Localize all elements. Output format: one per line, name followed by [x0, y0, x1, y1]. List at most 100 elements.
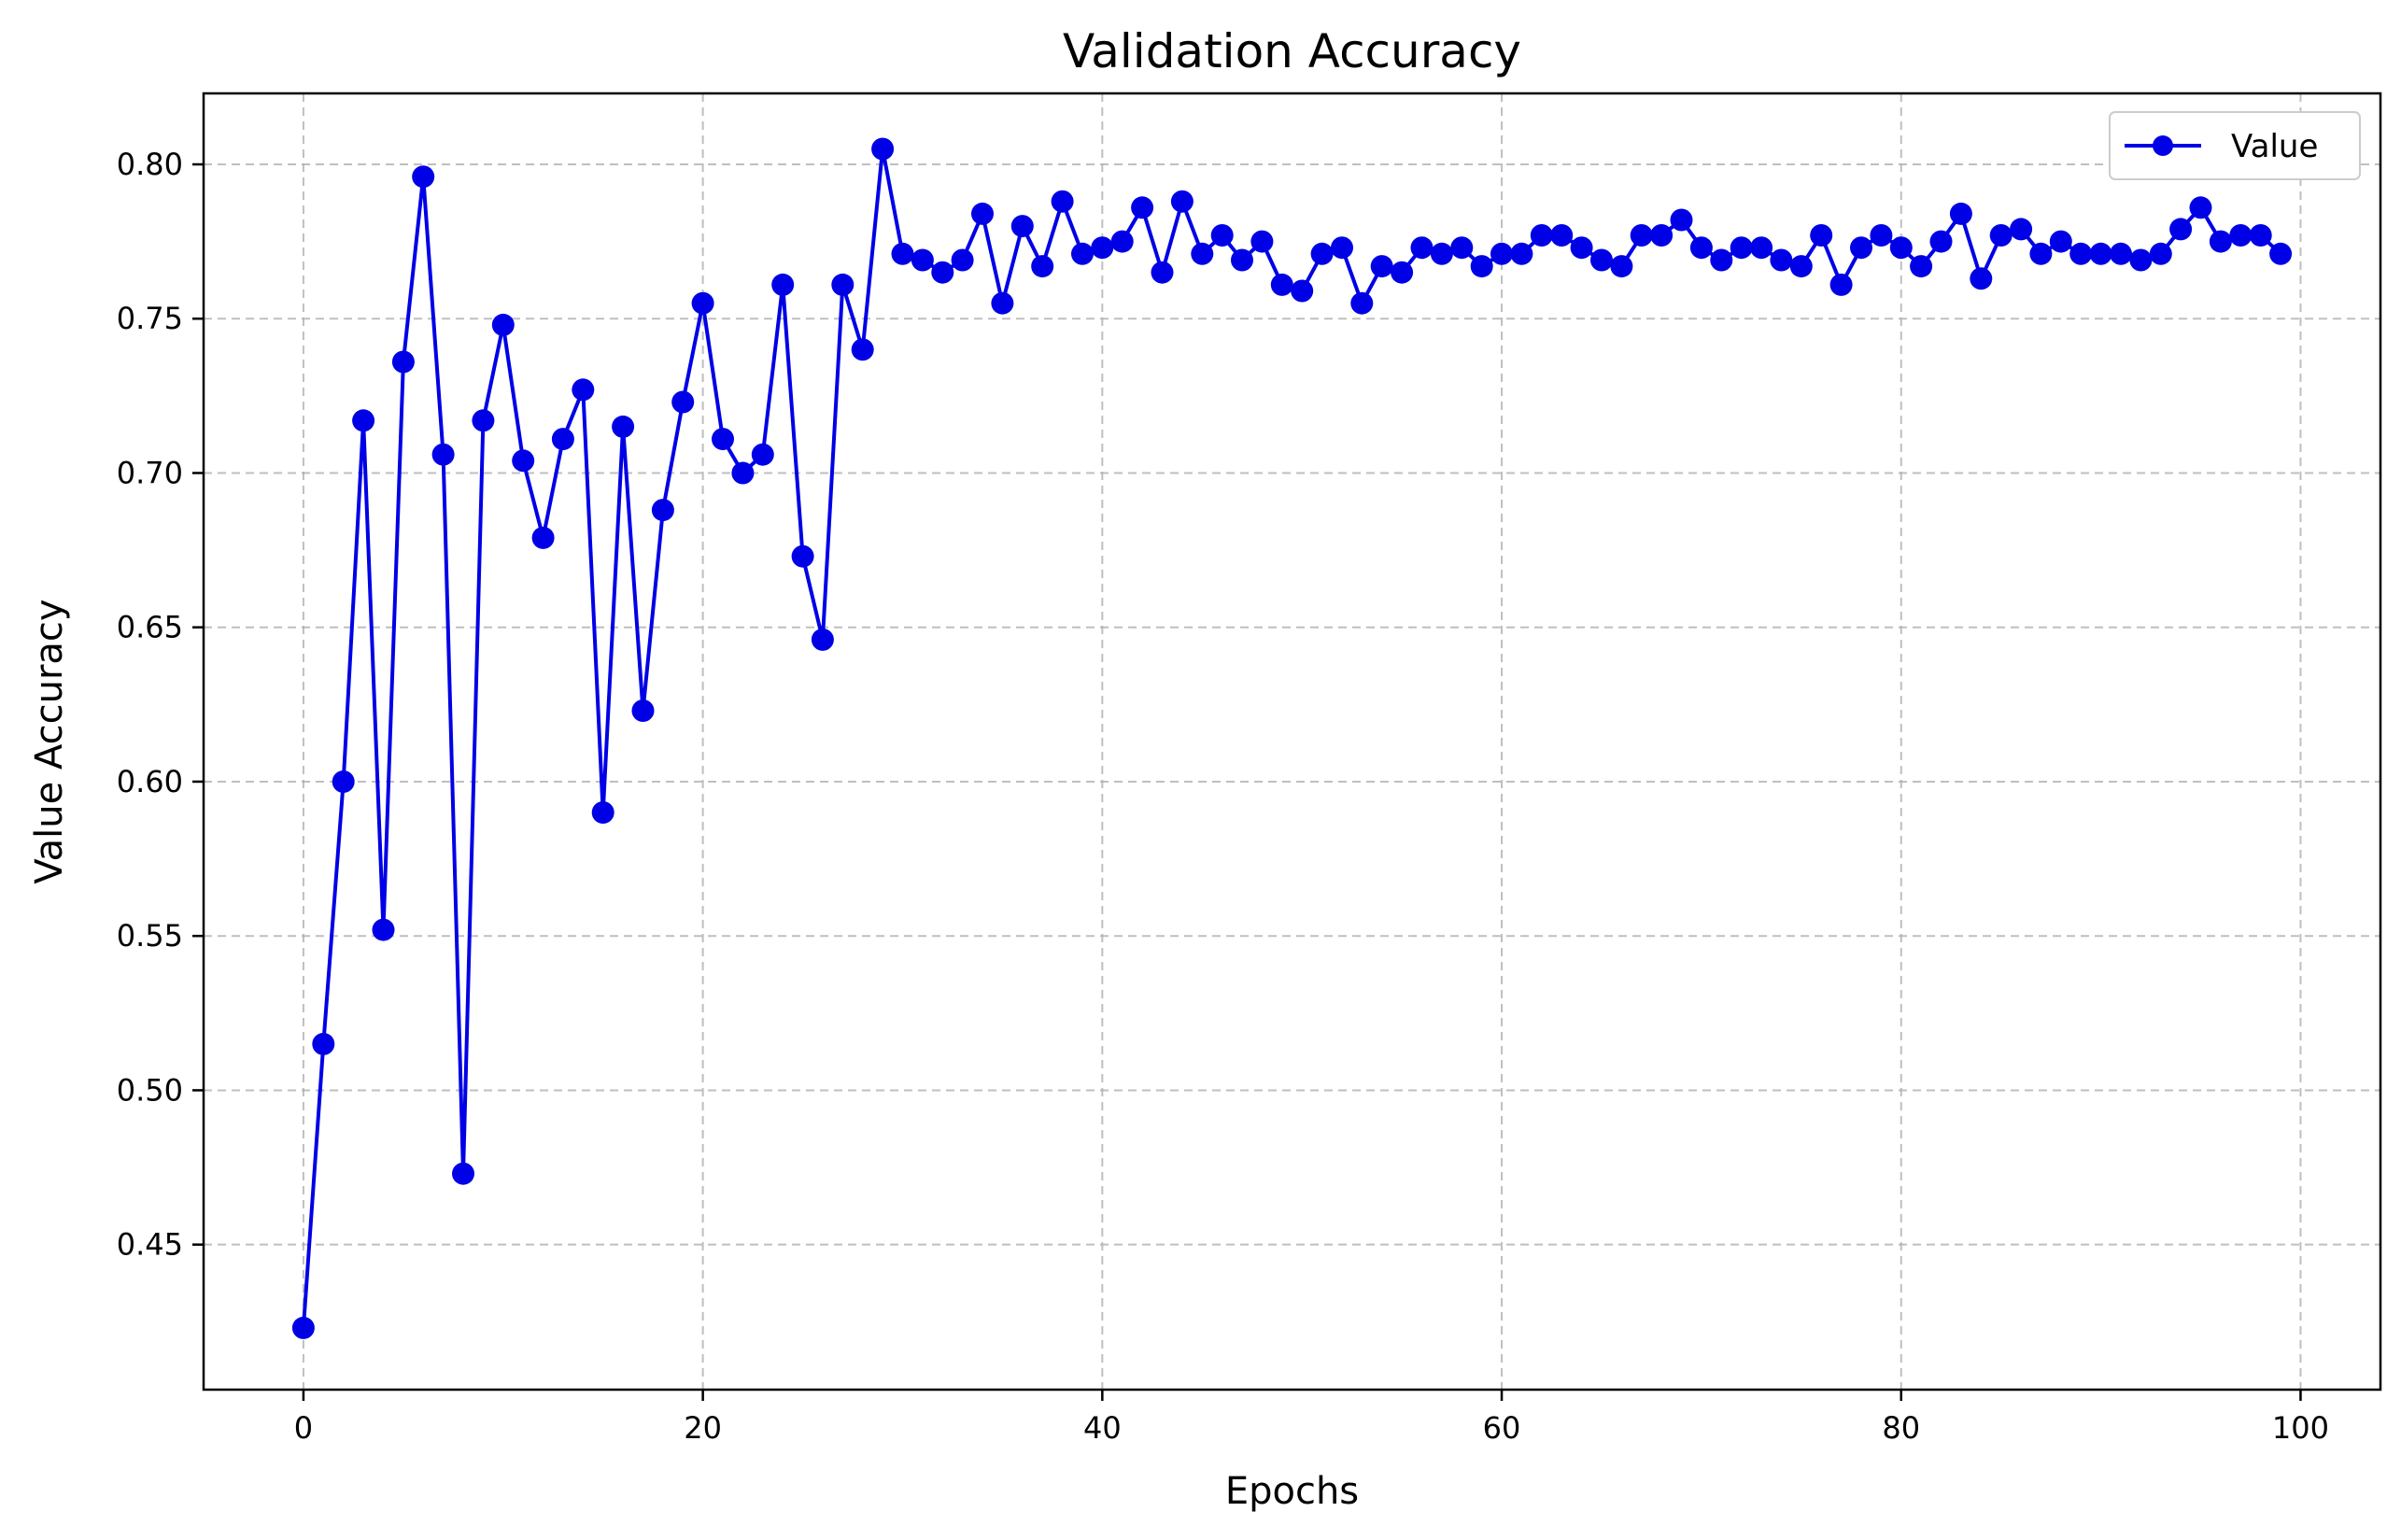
- data-point: [2229, 224, 2253, 247]
- data-point: [431, 443, 455, 466]
- data-point: [1250, 230, 1274, 253]
- data-point: [1450, 236, 1474, 260]
- data-point: [391, 350, 415, 374]
- data-point: [871, 137, 895, 161]
- series-layer: [291, 137, 2293, 1339]
- data-point: [2249, 224, 2272, 247]
- data-point: [1650, 224, 1674, 247]
- data-point: [671, 390, 695, 414]
- data-point: [2069, 242, 2093, 265]
- data-point: [2169, 218, 2193, 241]
- data-point: [731, 461, 755, 485]
- data-point: [1170, 190, 1193, 213]
- data-point: [971, 202, 994, 225]
- data-point: [1091, 236, 1114, 260]
- data-point: [312, 1032, 335, 1055]
- data-point: [1570, 236, 1593, 260]
- data-point: [1989, 224, 2013, 247]
- data-point: [2110, 242, 2132, 265]
- data-point: [631, 699, 655, 722]
- data-point: [1630, 224, 1653, 247]
- data-point: [1670, 208, 1693, 232]
- data-point: [291, 1316, 315, 1339]
- data-point: [1071, 242, 1094, 265]
- data-point: [2049, 230, 2072, 253]
- data-point: [1910, 255, 1933, 278]
- data-point: [791, 544, 814, 568]
- data-point: [1550, 224, 1574, 247]
- data-point: [1610, 255, 1633, 278]
- x-tick-label: 40: [1083, 1410, 1122, 1446]
- data-point: [1970, 267, 1993, 290]
- data-point: [1151, 261, 1174, 284]
- data-point: [1689, 236, 1713, 260]
- data-point: [2129, 248, 2153, 272]
- y-tick-label: 0.50: [117, 1072, 183, 1108]
- data-point: [2149, 242, 2172, 265]
- data-point: [352, 409, 375, 432]
- legend: Value: [2109, 111, 2361, 180]
- data-point: [1291, 279, 1314, 303]
- data-point: [2209, 230, 2232, 253]
- data-point: [911, 248, 934, 272]
- data-point: [1789, 255, 1813, 278]
- data-point: [991, 291, 1014, 315]
- data-point: [472, 409, 495, 432]
- data-point: [1191, 242, 1214, 265]
- y-tick-label: 0.70: [117, 455, 183, 490]
- x-axis-label: Epochs: [1225, 1470, 1359, 1513]
- data-point: [1210, 224, 1234, 247]
- data-point: [1730, 236, 1753, 260]
- data-point: [512, 449, 535, 473]
- data-point: [831, 273, 854, 296]
- data-point: [2189, 196, 2212, 219]
- data-point: [1051, 190, 1074, 213]
- data-point: [1590, 248, 1613, 272]
- chart-title: Validation Accuracy: [1063, 24, 1521, 78]
- x-axis-ticks: 0 20 40 60 80 100: [294, 1390, 2329, 1446]
- data-point: [452, 1162, 474, 1185]
- data-point: [1870, 224, 1893, 247]
- data-point: [1310, 242, 1334, 265]
- y-axis-label: Value Accuracy: [28, 599, 71, 883]
- data-point: [691, 291, 714, 315]
- data-point: [1270, 273, 1293, 296]
- data-point: [1949, 202, 1972, 225]
- data-point: [1010, 215, 1034, 238]
- y-axis-ticks: 0.45 0.50 0.55 0.60 0.65 0.70 0.75 0.80: [117, 147, 204, 1263]
- legend-box: [2109, 111, 2361, 180]
- data-point: [1231, 248, 1253, 272]
- data-point: [851, 338, 874, 361]
- data-point: [811, 628, 834, 651]
- data-point: [1490, 242, 1513, 265]
- data-point: [1530, 224, 1553, 247]
- data-point: [1810, 224, 1833, 247]
- data-point: [2010, 218, 2033, 241]
- data-point: [1110, 230, 1134, 253]
- data-point: [1829, 273, 1853, 296]
- series-line-value: [301, 147, 2282, 1329]
- data-point: [2089, 242, 2112, 265]
- data-point: [332, 770, 355, 793]
- y-tick-label: 0.65: [117, 610, 183, 645]
- y-tick-label: 0.75: [117, 301, 183, 336]
- data-point: [591, 801, 614, 824]
- data-point: [1929, 230, 1953, 253]
- legend-point-marker: [2153, 135, 2173, 156]
- data-point: [1770, 248, 1793, 272]
- data-point: [551, 428, 574, 451]
- plot-frame: [202, 92, 2382, 1392]
- data-point: [1750, 236, 1773, 260]
- y-tick-label: 0.80: [117, 147, 183, 182]
- data-point: [771, 273, 795, 296]
- y-tick-label: 0.60: [117, 764, 183, 799]
- data-point: [1350, 291, 1374, 315]
- data-point: [1470, 255, 1493, 278]
- data-point: [1370, 255, 1393, 278]
- data-point: [1430, 242, 1453, 265]
- data-point: [572, 378, 595, 402]
- x-tick-label: 0: [294, 1410, 313, 1446]
- data-point: [931, 261, 954, 284]
- x-tick-label: 80: [1882, 1410, 1920, 1446]
